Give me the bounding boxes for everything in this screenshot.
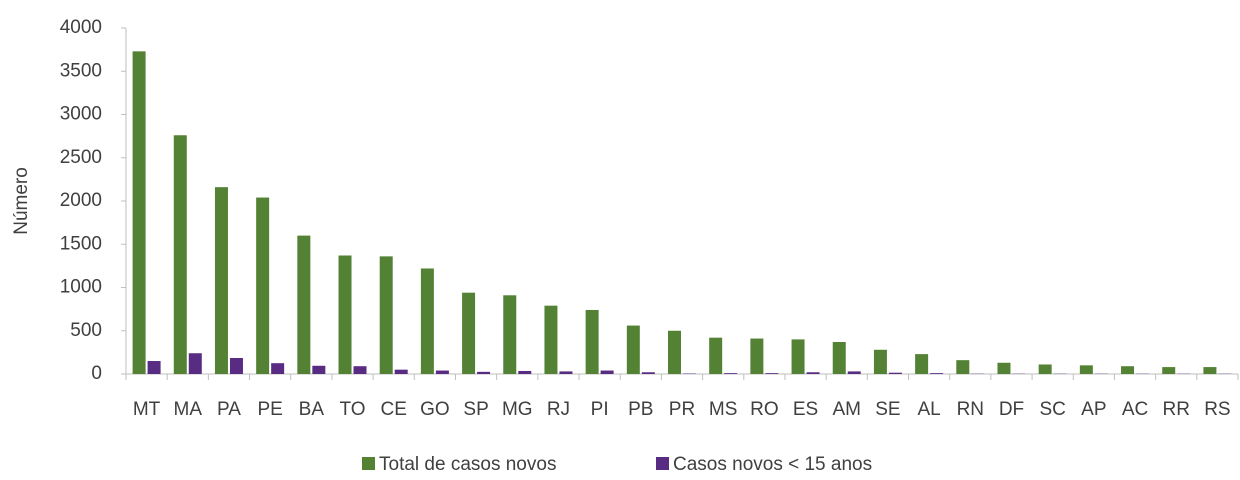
x-tick-label: MG: [502, 399, 533, 420]
bar: [1039, 364, 1052, 374]
x-tick-label: AP: [1081, 399, 1106, 420]
legend-label: Casos novos < 15 anos: [673, 454, 872, 475]
x-tick-label: PR: [669, 399, 695, 420]
legend-swatch: [362, 457, 375, 470]
x-tick-label: SC: [1039, 399, 1065, 420]
x-tick-label: GO: [420, 399, 450, 420]
bar: [709, 338, 722, 374]
bar: [668, 331, 681, 374]
bar: [930, 373, 943, 374]
bar: [848, 371, 861, 374]
x-tick-label: AC: [1122, 399, 1148, 420]
x-tick-label: RJ: [547, 399, 570, 420]
bar: [133, 51, 146, 374]
y-tick-label: 2500: [60, 147, 102, 168]
bar: [148, 361, 161, 374]
y-tick-label: 500: [70, 320, 102, 341]
bar: [174, 135, 187, 374]
bar: [380, 256, 393, 374]
x-tick-label: PA: [217, 399, 241, 420]
x-tick-label: RS: [1204, 399, 1230, 420]
bar: [559, 371, 572, 374]
y-tick-label: 4000: [60, 17, 102, 38]
y-tick-label: 2000: [60, 190, 102, 211]
bar: [312, 366, 325, 374]
x-tick-label: RN: [957, 399, 984, 420]
y-tick-label: 3500: [60, 60, 102, 81]
bar: [462, 293, 475, 374]
x-tick-label: RR: [1162, 399, 1189, 420]
x-tick-label: PI: [591, 399, 609, 420]
x-tick-label: DF: [999, 399, 1024, 420]
bar: [1080, 365, 1093, 374]
x-tick-label: ES: [793, 399, 818, 420]
bar: [765, 373, 778, 374]
bar: [421, 268, 434, 374]
bar: [807, 372, 820, 374]
bar: [230, 358, 243, 374]
bar: [586, 310, 599, 374]
bar: [395, 370, 408, 374]
x-tick-label: TO: [339, 399, 365, 420]
legend-label: Total de casos novos: [379, 454, 556, 475]
bar: [601, 371, 614, 374]
y-tick-label: 3000: [60, 104, 102, 125]
bar: [627, 326, 640, 374]
bar: [1203, 367, 1216, 374]
x-tick-label: AM: [832, 399, 861, 420]
y-tick-label: 1500: [60, 233, 102, 254]
y-tick-label: 0: [91, 363, 102, 384]
x-tick-label: MT: [133, 399, 161, 420]
bar: [503, 295, 516, 374]
bar: [436, 371, 449, 374]
bar: [354, 366, 367, 374]
bar: [256, 198, 269, 374]
bar: [915, 354, 928, 374]
x-tick-label: SP: [463, 399, 488, 420]
x-tick-label: CE: [381, 399, 407, 420]
x-tick-label: PB: [628, 399, 653, 420]
x-tick-label: BA: [299, 399, 325, 420]
bar: [477, 372, 490, 374]
bar: [189, 353, 202, 374]
legend-swatch: [656, 457, 669, 470]
bar: [792, 339, 805, 374]
y-tick-label: 1000: [60, 277, 102, 298]
bar: [271, 363, 284, 374]
bar: [833, 342, 846, 374]
y-axis-label: Número: [11, 167, 32, 235]
x-tick-label: SE: [875, 399, 900, 420]
x-tick-label: MA: [174, 399, 203, 420]
bar: [997, 363, 1010, 374]
x-tick-label: AL: [917, 399, 940, 420]
bar: [956, 360, 969, 374]
bar: [339, 255, 352, 374]
bar: [1121, 366, 1134, 374]
bar: [874, 350, 887, 374]
x-tick-label: MS: [709, 399, 738, 420]
bar: [889, 373, 902, 374]
bar: [724, 373, 737, 374]
x-tick-label: PE: [257, 399, 282, 420]
x-tick-label: RO: [750, 399, 779, 420]
bar: [544, 306, 557, 374]
bar: [1162, 367, 1175, 374]
bar: [642, 372, 655, 374]
bar: [518, 371, 531, 374]
bar: [297, 236, 310, 374]
bar: [750, 339, 763, 374]
bar: [215, 187, 228, 374]
